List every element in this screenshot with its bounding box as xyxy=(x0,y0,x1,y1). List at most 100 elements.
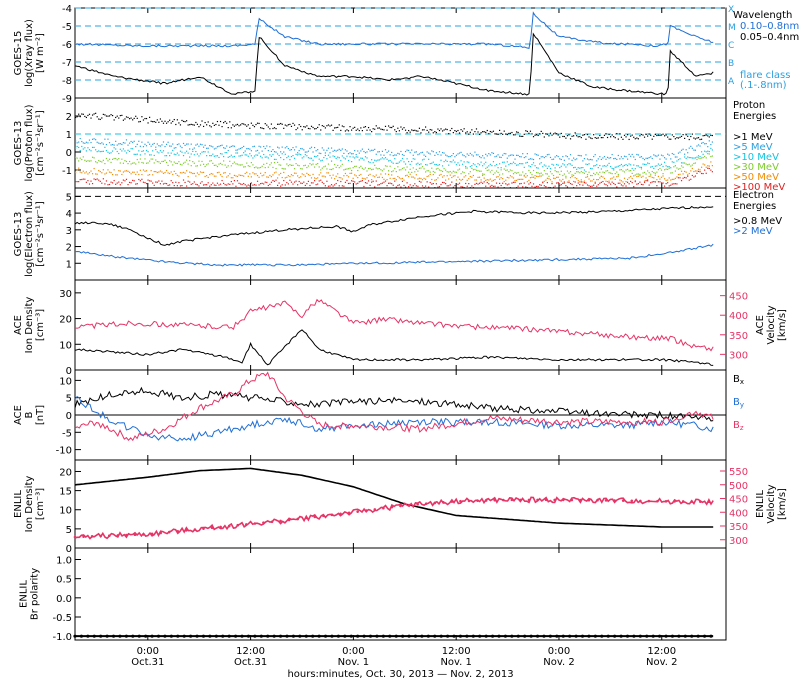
data-point xyxy=(178,122,180,124)
data-point xyxy=(130,148,132,150)
data-point xyxy=(289,149,291,151)
data-point xyxy=(417,130,419,132)
data-point xyxy=(637,175,639,177)
data-point xyxy=(264,156,266,158)
data-point xyxy=(577,136,579,138)
data-point xyxy=(534,165,536,167)
data-point xyxy=(240,634,244,638)
data-point xyxy=(596,172,598,174)
data-point xyxy=(293,181,296,183)
data-point xyxy=(260,146,262,148)
data-point xyxy=(551,183,553,185)
data-point xyxy=(173,161,175,163)
legend-entry: Bz xyxy=(733,420,744,432)
data-point xyxy=(511,154,513,156)
series->10 MeV xyxy=(75,145,713,171)
data-point xyxy=(443,160,445,163)
data-point xyxy=(431,129,433,131)
data-point xyxy=(253,173,256,175)
data-point xyxy=(337,149,339,151)
data-point xyxy=(548,178,550,180)
data-point xyxy=(620,136,623,138)
data-point xyxy=(82,178,84,180)
data-point xyxy=(674,156,676,158)
data-point xyxy=(105,150,108,152)
data-point xyxy=(633,186,635,188)
data-point xyxy=(218,163,220,165)
data-point xyxy=(438,186,441,188)
data-point xyxy=(503,130,505,132)
panel-frame xyxy=(74,7,727,99)
data-point xyxy=(375,153,377,155)
data-point xyxy=(546,167,549,170)
data-point xyxy=(509,154,511,156)
data-point xyxy=(452,170,454,172)
data-point xyxy=(463,128,465,130)
data-point xyxy=(158,121,160,123)
data-point xyxy=(588,136,590,138)
data-point xyxy=(423,158,425,160)
data-point xyxy=(323,183,325,185)
data-point xyxy=(465,156,467,158)
y-axis-label-right: ACE Velocity [km/s] xyxy=(755,305,788,344)
data-point xyxy=(576,135,578,137)
data-point xyxy=(599,134,601,137)
data-point xyxy=(451,176,453,179)
data-point xyxy=(406,182,408,184)
data-point xyxy=(603,134,606,136)
data-point xyxy=(684,156,686,158)
data-point xyxy=(99,118,101,121)
data-point xyxy=(452,153,454,155)
data-point xyxy=(371,159,373,161)
data-point xyxy=(582,184,584,186)
data-point xyxy=(403,161,405,163)
data-point xyxy=(409,184,411,186)
data-point xyxy=(696,158,698,161)
data-point xyxy=(149,154,151,156)
data-point xyxy=(416,503,419,506)
data-point xyxy=(411,149,413,151)
data-point xyxy=(366,177,368,179)
data-point xyxy=(491,169,493,172)
data-point xyxy=(656,155,658,157)
data-point xyxy=(349,167,351,169)
y-tick-label: 20 xyxy=(59,315,72,326)
data-point xyxy=(366,182,368,184)
data-point xyxy=(278,147,280,149)
data-point xyxy=(625,156,627,158)
data-point xyxy=(289,159,291,161)
data-point xyxy=(545,133,547,135)
data-point xyxy=(312,126,314,129)
data-point xyxy=(580,155,582,157)
data-point xyxy=(499,174,501,176)
data-point xyxy=(267,126,269,128)
data-point xyxy=(489,154,491,156)
data-point xyxy=(489,185,491,187)
data-point xyxy=(432,173,434,176)
data-point xyxy=(340,165,342,167)
data-point xyxy=(162,172,165,174)
data-point xyxy=(389,126,391,129)
data-point xyxy=(563,135,565,138)
data-point xyxy=(304,126,306,128)
data-point xyxy=(335,127,337,129)
data-point xyxy=(593,155,595,158)
data-point xyxy=(647,179,649,181)
data-point xyxy=(455,164,458,166)
data-point xyxy=(287,165,289,167)
data-point xyxy=(642,134,644,136)
data-point xyxy=(637,183,639,185)
data-point xyxy=(536,175,538,177)
data-point xyxy=(406,158,408,160)
data-point xyxy=(235,175,237,177)
data-point xyxy=(441,165,444,167)
data-point xyxy=(73,634,77,638)
data-point xyxy=(431,150,433,152)
y-axis-label-line: B xyxy=(24,411,35,418)
y-tick-label: 30 xyxy=(59,289,72,300)
data-point xyxy=(468,178,470,180)
data-point xyxy=(226,122,228,124)
data-point xyxy=(687,135,689,137)
data-point xyxy=(152,174,154,176)
data-point xyxy=(500,169,502,171)
